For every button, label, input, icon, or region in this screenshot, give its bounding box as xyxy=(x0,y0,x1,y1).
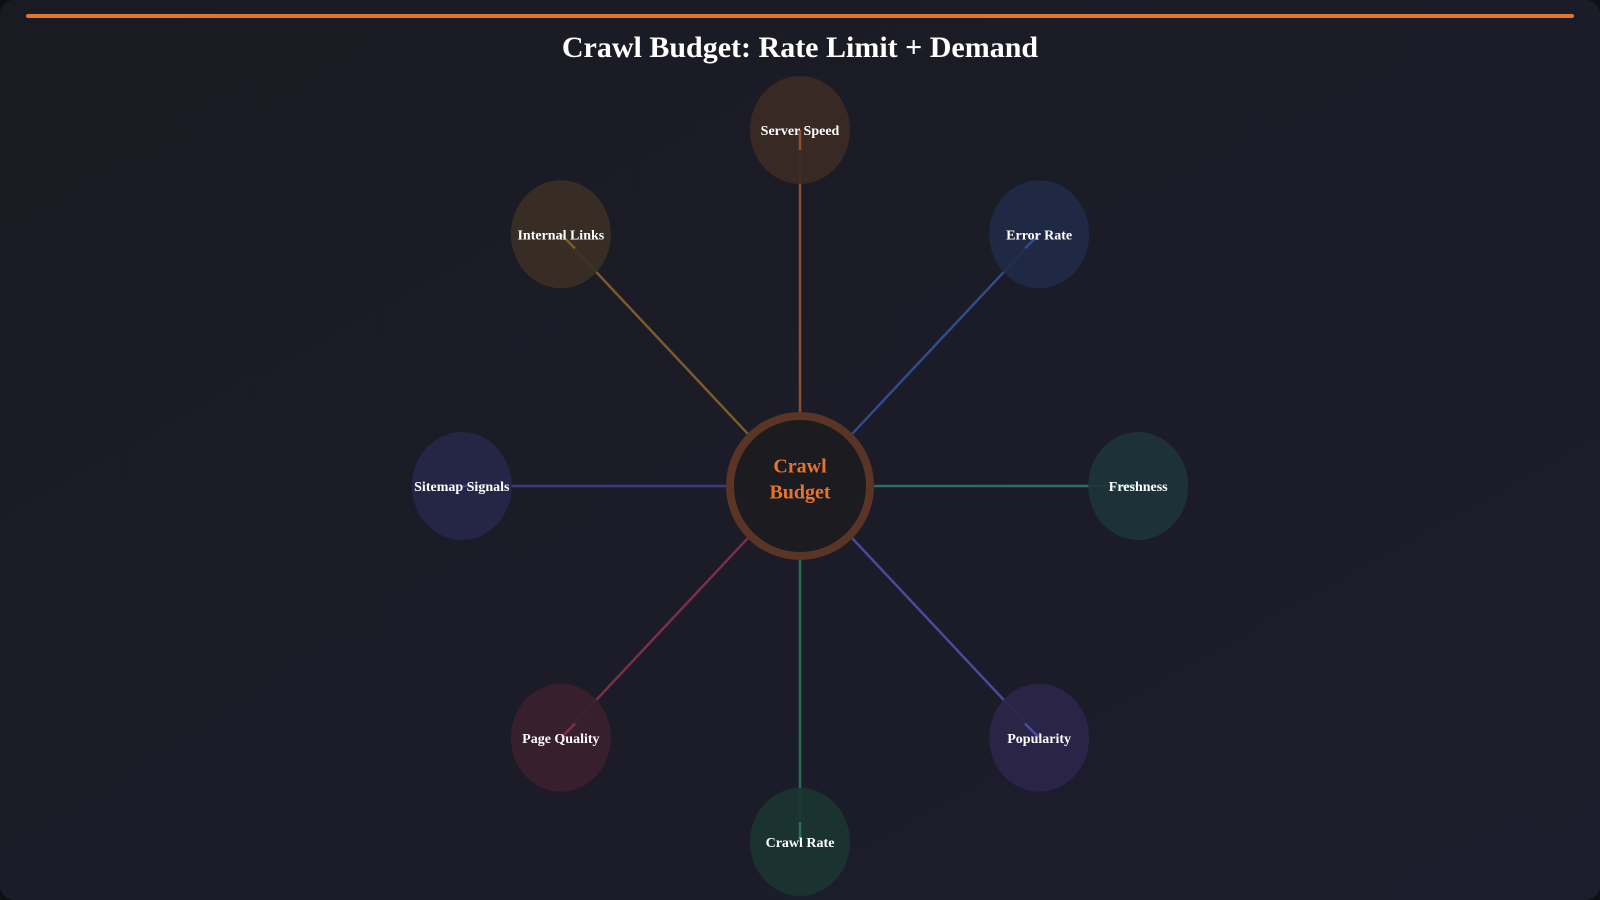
node-label: Crawl Rate xyxy=(766,836,835,851)
title: Crawl Budget: Rate Limit + Demand xyxy=(562,31,1039,64)
center-label: Budget xyxy=(769,482,830,504)
node-label: Popularity xyxy=(1007,732,1071,747)
node-label: Freshness xyxy=(1109,480,1168,495)
center-node xyxy=(726,412,874,560)
node-label: Internal Links xyxy=(517,228,604,243)
node-label: Sitemap Signals xyxy=(414,480,510,495)
nodes: Server Speed Error Rate Freshness Popularit… xyxy=(411,76,1189,896)
link xyxy=(1024,722,1041,739)
node-label: Server Speed xyxy=(761,124,840,139)
link xyxy=(559,722,576,739)
node-label: Error Rate xyxy=(1006,228,1072,243)
link xyxy=(559,233,576,250)
center-label: Crawl xyxy=(773,456,827,478)
link xyxy=(1024,233,1041,250)
node-label: Page Quality xyxy=(522,732,599,747)
